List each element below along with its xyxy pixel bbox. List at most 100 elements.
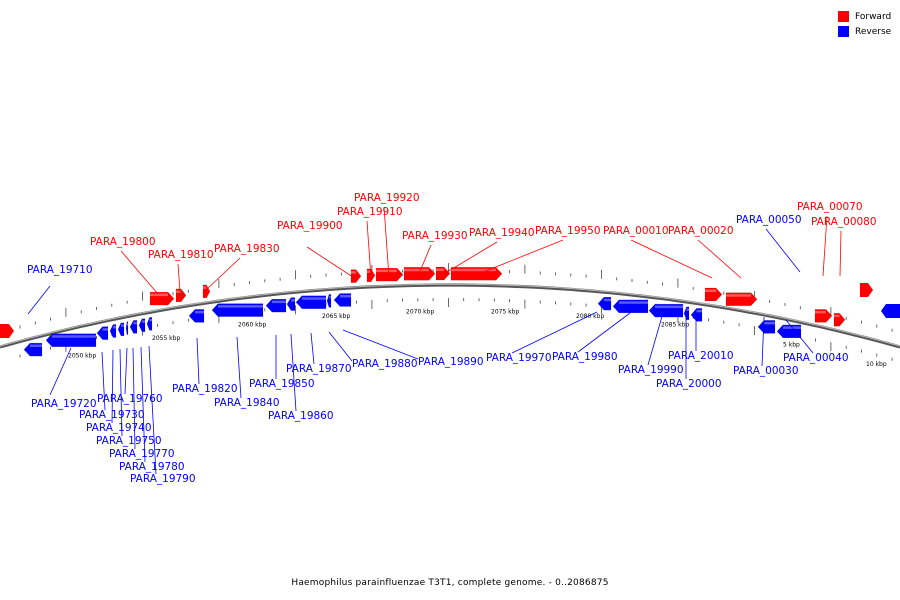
gene-arrow-edge-left (0, 324, 14, 338)
scale-label: 2065 kbp (322, 313, 350, 320)
leader-line-para_19920 (383, 206, 390, 278)
gene-arrow-sheen (176, 290, 181, 293)
gene-label-para_19890: PARA_19890 (418, 356, 484, 368)
gene-arrow-sheen (329, 295, 331, 299)
leader-line-para_19710 (27, 285, 51, 315)
scale-label: 2055 kbp (152, 335, 180, 342)
gene-arrow-sheen (52, 335, 96, 338)
gene-arrow-sheen (142, 320, 145, 323)
gene-arrow-para_00020 (725, 292, 758, 307)
gene-label-para_19930: PARA_19930 (402, 230, 468, 242)
gene-arrow-para_19710 (23, 342, 43, 357)
leader-line-para_19820 (196, 337, 200, 385)
gene-arrow-para_19820 (188, 309, 205, 323)
gene-label-para_19810: PARA_19810 (148, 249, 214, 261)
leader-line-para_19720 (49, 347, 72, 396)
gene-arrow-sheen (834, 314, 840, 318)
gene-arrow-sheen (696, 309, 702, 313)
gene-arrow-sheen (376, 269, 397, 273)
gene-label-para_19780: PARA_19780 (119, 461, 185, 473)
gene-label-para_19880: PARA_19880 (352, 358, 418, 370)
scale-label: 2050 kbp (68, 352, 96, 359)
gene-arrow-para_19900 (350, 269, 362, 283)
scale-label: 2080 kbp (576, 313, 604, 320)
backbone-line (0, 283, 900, 349)
gene-arrow-para_19770 (129, 320, 138, 334)
gene-arrow-sheen (351, 271, 356, 274)
leader-line-para_19840 (236, 336, 242, 399)
leader-line-para_00080 (839, 230, 842, 277)
gene-arrow-para_19980 (612, 299, 649, 314)
scale-label: 2060 kbp (238, 322, 266, 329)
gene-arrow-sheen (195, 310, 204, 314)
scale-ticks (19, 263, 893, 361)
leader-line-para_19730 (101, 351, 106, 411)
leader-line-para_19750 (119, 348, 123, 437)
gene-label-para_00080: PARA_00080 (811, 216, 877, 228)
leader-line-para_00020 (697, 239, 742, 279)
legend-reverse: Reverse (838, 24, 891, 39)
genome-backbone (0, 283, 900, 349)
gene-label-para_00020: PARA_00020 (668, 225, 734, 237)
gene-arrow-sheen (655, 305, 683, 309)
gene-arrow-sheen (367, 270, 371, 273)
leader-line-para_00010 (630, 239, 713, 279)
gene-arrow-para_00030 (757, 320, 776, 334)
backbone-highlight (0, 283, 900, 347)
gene-arrow-sheen (272, 300, 286, 304)
gene-arrow-edge-right-fwd (860, 283, 873, 297)
gene-arrow-para_19800 (149, 291, 175, 306)
gene-arrow-para_19920 (375, 267, 404, 282)
gene-arrow-para_19950 (450, 266, 503, 281)
scale-label: 10 kbp (866, 361, 887, 368)
scale-label: 5 kbp (783, 342, 800, 349)
gene-arrow-sheen (340, 294, 351, 298)
gene-arrow-para_00010 (704, 287, 723, 302)
leader-line-para_19780 (140, 346, 146, 463)
gene-arrow-para_19720 (45, 333, 97, 348)
scale-labels: 2050 kbp 2055 kbp 2060 kbp 2065 kbp 2070 kbp… (68, 309, 887, 368)
leader-line-para_19950 (475, 239, 564, 276)
gene-arrow-sheen (127, 323, 128, 326)
gene-arrow-sheen (121, 324, 124, 327)
reverse-swatch (838, 26, 849, 37)
leader-line-para_19770 (132, 347, 136, 450)
leader-line-para_19870 (310, 332, 315, 365)
leader-line-para_19900 (306, 246, 357, 280)
gene-label-para_19940: PARA_19940 (469, 227, 535, 239)
leader-line-para_19760 (124, 347, 128, 395)
gene-arrow-sheen (705, 289, 716, 292)
gene-arrow-para_00040 (776, 324, 802, 339)
gene-arrow-para_19730 (96, 326, 109, 340)
scale-label: 2085 kbp (661, 321, 689, 328)
leader-line-para_00070 (822, 215, 828, 277)
gene-arrow-para_19790 (146, 317, 153, 331)
gene-arrow-para_19870 (295, 295, 327, 310)
leader-line-para_19940 (441, 241, 498, 276)
gene-arrow-para_19750 (117, 322, 125, 337)
gene-label-para_20010: PARA_20010 (668, 350, 734, 362)
gene-arrow-para_19970 (597, 296, 612, 311)
gene-arrow-sheen (686, 308, 689, 311)
leader-line-para_19880 (328, 331, 353, 362)
gene-label-para_19720: PARA_19720 (31, 398, 97, 410)
legend: Forward Reverse (838, 9, 891, 39)
forward-swatch (838, 11, 849, 22)
gene-label-para_19760: PARA_19760 (97, 393, 163, 405)
gene-arrow-sheen (203, 286, 207, 289)
leader-line-para_00040 (785, 319, 814, 354)
gene-label-para_19980: PARA_19980 (552, 351, 618, 363)
gene-label-para_19730: PARA_19730 (79, 409, 145, 421)
gene-arrow-sheen (815, 310, 826, 314)
scale-label: 2070 kbp (406, 309, 434, 316)
gene-arrow-para_19860 (286, 297, 296, 311)
gene-label-para_19860: PARA_19860 (268, 410, 334, 422)
gene-arrow-para_00070 (814, 309, 833, 323)
gene-arrow-sheen (102, 328, 108, 331)
leader-line-para_19930 (417, 244, 432, 277)
gene-arrow-para_19880 (326, 294, 332, 308)
gene-label-para_19830: PARA_19830 (214, 243, 280, 255)
legend-forward-label: Forward (855, 11, 892, 22)
gene-arrow-para_19740 (109, 324, 117, 338)
gene-arrows (0, 266, 900, 357)
